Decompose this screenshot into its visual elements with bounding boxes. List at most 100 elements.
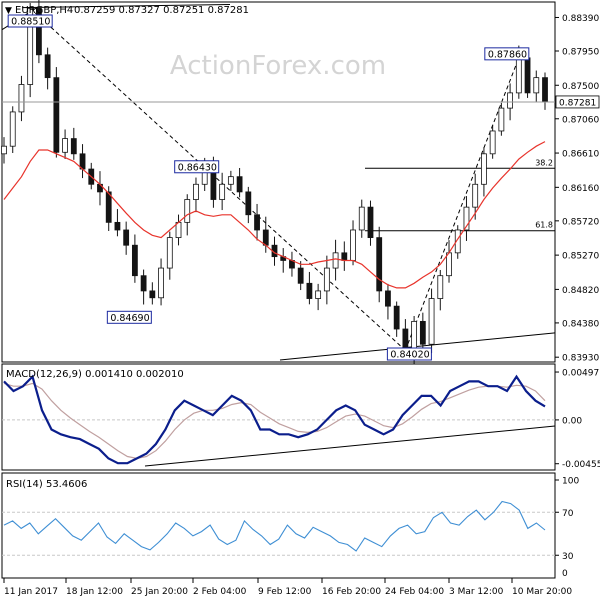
macd-signal-line <box>3 382 546 460</box>
collapse-arrow-icon[interactable]: ▼ <box>5 6 12 16</box>
price-annotation-box <box>484 47 530 61</box>
candle-body <box>1 145 7 155</box>
price-panel: ActionForex.com 38.261.8 0.885100.846900… <box>1 0 599 364</box>
candle-body <box>114 221 121 231</box>
candle-body <box>515 57 522 94</box>
macd-tick-label: 0.00 <box>562 416 582 426</box>
price-annotation-label: 0.84690 <box>110 313 149 324</box>
price-annotation-box <box>386 347 432 361</box>
price-tick-label: 0.87060 <box>562 115 599 125</box>
x-tick-label: 24 Feb 04:00 <box>385 587 444 597</box>
candle-body <box>315 290 322 299</box>
price-y-axis: 0.88390 0.87950 0.87500 0.87060 0.86610 0.861… <box>555 14 599 364</box>
price-annotation-label: 0.87860 <box>488 49 527 60</box>
macd-trendline <box>144 425 556 467</box>
candle-body <box>149 290 156 299</box>
candle-body <box>254 214 260 231</box>
candle-body <box>489 130 496 155</box>
price-annotations: 0.88510 0.84690 0.86430 0.84020 0.87860 <box>7 14 530 361</box>
candle-body <box>358 206 365 231</box>
price-panel-frame <box>1 1 556 363</box>
rsi-tick-label: 70 <box>562 509 574 519</box>
candle-body <box>166 237 173 269</box>
candle-body <box>131 244 138 277</box>
price-tick-label: 0.83930 <box>562 354 599 364</box>
candle-body <box>428 298 435 345</box>
candle-body <box>306 282 313 299</box>
candle-body <box>105 191 112 223</box>
candle-body <box>385 290 391 307</box>
macd-panel: MACD(12,26,9) 0.001410 0.002010 0.004977… <box>1 363 600 471</box>
x-tick-label: 3 Mar 12:00 <box>449 587 504 597</box>
candle-body <box>184 199 191 223</box>
x-tick-label: 11 Jan 2017 <box>4 587 58 597</box>
price-annotation-label: 0.84020 <box>390 350 429 361</box>
price-tick-label: 0.87500 <box>562 82 599 92</box>
candle-body <box>454 229 461 254</box>
x-tick-label: 18 Jan 12:00 <box>66 587 123 597</box>
candle-body <box>507 92 513 109</box>
candle-body <box>53 77 60 153</box>
macd-panel-frame <box>1 363 556 471</box>
support-trendline <box>279 332 556 361</box>
candle-body <box>411 320 418 351</box>
price-annotation-label: 0.86430 <box>178 162 217 173</box>
candle-body <box>36 7 42 56</box>
macd-tick-label: -0.004555 <box>562 460 600 470</box>
dashed-trendline-down <box>29 7 406 351</box>
candle-body <box>498 107 505 132</box>
candle-body <box>367 206 374 239</box>
candle-body <box>481 153 487 185</box>
fib-level-label: 61.8 <box>535 221 553 230</box>
candle-body <box>446 252 452 277</box>
x-tick-label: 10 Mar 20:00 <box>512 587 572 597</box>
candle-body <box>542 77 548 103</box>
dashed-trendline-up <box>404 57 520 351</box>
candle-body <box>524 57 531 94</box>
candle-body <box>262 229 269 246</box>
price-header: ▼ EURGBP,H4 0.87259 0.87327 0.87251 0.87… <box>5 5 249 16</box>
macd-title: MACD(12,26,9) 0.001410 0.002010 <box>6 369 184 380</box>
price-tick-label: 0.86160 <box>562 184 599 194</box>
price-trendlines <box>1 4 556 361</box>
watermark: ActionForex.com <box>170 51 386 81</box>
price-annotation-box <box>7 14 53 28</box>
candle-body <box>227 176 234 185</box>
candle-body <box>419 320 426 345</box>
macd-y-axis: 0.004977 0.00 -0.004555 <box>555 369 600 470</box>
x-tick-label: 25 Jan 20:00 <box>131 587 188 597</box>
candle-body <box>533 77 540 94</box>
candle-body <box>193 183 199 200</box>
rsi-panel-frame <box>1 472 556 579</box>
candle-body <box>140 275 147 292</box>
current-price-box <box>555 95 600 109</box>
price-tick-label: 0.88390 <box>562 14 599 24</box>
candle-body <box>236 176 243 193</box>
rsi-panel: RSI(14) 53.4606 100 70 30 0 <box>1 472 579 579</box>
x-tick-label: 16 Feb 20:00 <box>322 587 381 597</box>
candle-body <box>393 305 400 330</box>
ohlc-values: 0.87259 0.87327 0.87251 0.87281 <box>74 5 249 16</box>
fib-level-label: 38.2 <box>535 158 553 167</box>
current-price-label: 0.87281 <box>559 98 596 108</box>
candles <box>1 0 548 364</box>
candle-body <box>245 191 252 216</box>
candle-body <box>437 275 444 299</box>
candle-body <box>158 267 164 299</box>
candle-body <box>376 237 383 292</box>
candle-body <box>79 153 86 170</box>
candle-body <box>402 328 409 351</box>
symbol-label: EURGBP,H4 <box>15 5 73 16</box>
rsi-line <box>3 500 546 552</box>
price-annotation-box <box>106 310 152 324</box>
price-tick-label: 0.85720 <box>562 217 599 227</box>
candle-body <box>297 267 304 284</box>
rsi-tick-label: 100 <box>562 477 579 487</box>
price-tick-label: 0.84380 <box>562 319 599 329</box>
candle-body <box>350 229 356 261</box>
candle-body <box>323 267 330 292</box>
candle-body <box>27 7 34 85</box>
candle-body <box>472 183 479 208</box>
price-tick-label: 0.87950 <box>562 47 599 57</box>
